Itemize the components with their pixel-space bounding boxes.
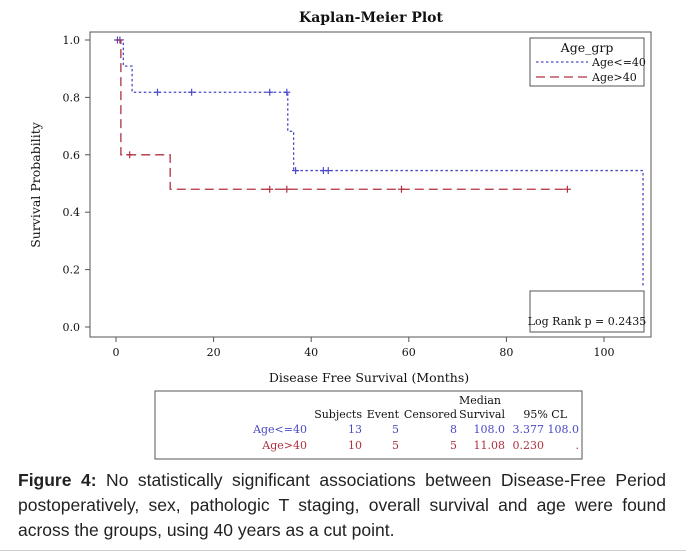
censor-mark-age-gt-40 — [266, 185, 274, 193]
table-header-censored: Censored — [404, 408, 457, 421]
x-tick-label: 100 — [594, 346, 615, 359]
x-tick-label: 40 — [304, 346, 318, 359]
censor-mark-age-le-40 — [283, 88, 291, 96]
km-curve-age-le-40 — [116, 39, 644, 288]
table-cell-censored: 5 — [450, 439, 457, 452]
censor-mark-age-le-40 — [153, 88, 161, 96]
chart-title: Kaplan-Meier Plot — [299, 10, 443, 26]
y-tick-label: 0.4 — [63, 206, 81, 219]
legend-title: Age_grp — [560, 40, 614, 55]
x-tick-label: 60 — [402, 346, 416, 359]
table-header-event: Event — [367, 408, 400, 421]
censor-mark-age-gt-40 — [563, 185, 571, 193]
plot-frame — [89, 31, 652, 338]
table-cell-cl-high: . — [576, 439, 580, 452]
table-cell-event: 5 — [392, 423, 399, 436]
table-cell-censored: 8 — [450, 423, 457, 436]
table-header-median: Median — [459, 394, 501, 407]
legend-label-age-le-40: Age<=40 — [591, 56, 646, 69]
table-header-subjects: Subjects — [314, 408, 362, 421]
legend-label-age-gt-40: Age>40 — [591, 71, 637, 84]
table-cell-cl-low: 3.377 — [513, 423, 545, 436]
table-cell-subjects: 13 — [348, 423, 362, 436]
table-header-survival: Survival — [459, 408, 505, 421]
censor-mark-age-le-40 — [292, 167, 300, 175]
table-cell-subjects: 10 — [348, 439, 362, 452]
censor-mark-age-gt-40 — [126, 151, 134, 159]
table-row-group: Age>40 — [261, 439, 307, 452]
table-cell-median: 108.0 — [474, 423, 506, 436]
x-tick-label: 80 — [499, 346, 513, 359]
figure-caption-text: No statistically significant association… — [18, 470, 666, 540]
table-row-group: Age<=40 — [252, 423, 307, 436]
table-cell-median: 11.08 — [474, 439, 506, 452]
censor-mark-age-gt-40 — [283, 185, 291, 193]
x-axis-label: Disease Free Survival (Months) — [269, 370, 469, 385]
figure-caption-label: Figure 4: — [18, 470, 97, 490]
axes: 0 20 40 60 80 100 0.0 0.2 0.4 0.6 0.8 1.0 — [63, 34, 615, 359]
x-tick-label: 0 — [113, 346, 120, 359]
summary-table: Median Subjects Event Censored Survival … — [154, 390, 583, 460]
censor-mark-age-le-40 — [266, 88, 274, 96]
y-tick-label: 0.8 — [63, 91, 81, 104]
y-tick-label: 1.0 — [63, 34, 81, 47]
x-tick-label: 20 — [207, 346, 221, 359]
table-cell-cl-high: 108.0 — [548, 423, 580, 436]
censor-mark-age-le-40 — [188, 88, 196, 96]
bottom-divider — [0, 550, 686, 551]
y-tick-label: 0.6 — [63, 149, 81, 162]
logrank-box — [529, 290, 645, 333]
series-layer — [113, 36, 644, 288]
logrank-annotation: Log Rank p = 0.2435 — [528, 315, 647, 328]
table-header-cl: 95% CL — [523, 408, 567, 421]
y-tick-label: 0.0 — [63, 321, 81, 334]
y-tick-label: 0.2 — [63, 264, 81, 277]
censor-mark-age-le-40 — [324, 167, 332, 175]
table-cell-event: 5 — [392, 439, 399, 452]
km-curve-age-gt-40 — [116, 39, 568, 190]
table-cell-cl-low: 0.230 — [513, 439, 545, 452]
summary-table-frame — [154, 390, 583, 460]
y-axis-label: Survival Probability — [28, 121, 43, 248]
legend: Age_grp Age<=40 Age>40 — [529, 37, 646, 87]
figure-caption: Figure 4: No statistically significant a… — [18, 468, 666, 543]
censor-mark-age-gt-40 — [397, 185, 405, 193]
